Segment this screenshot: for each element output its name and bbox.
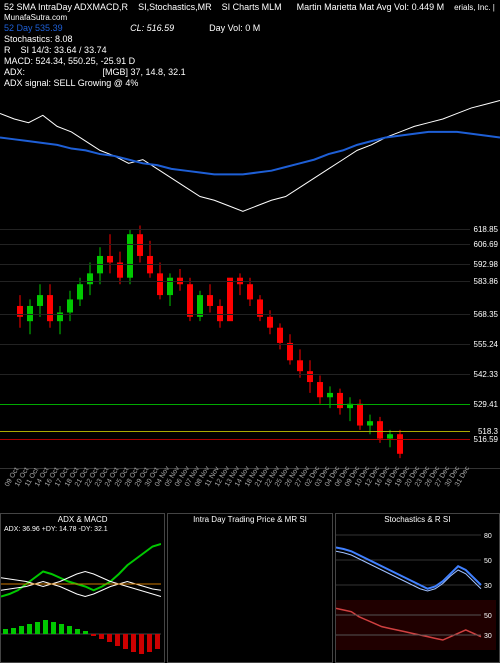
rsi-label: R bbox=[4, 45, 11, 55]
svg-text:50: 50 bbox=[484, 558, 492, 565]
svg-text:80: 80 bbox=[484, 533, 492, 540]
rsi-value: SI 14/3: 33.64 / 33.74 bbox=[21, 45, 107, 55]
adx-macd-title: ADX & MACD bbox=[1, 514, 164, 525]
adx-macd-panel: ADX & MACD ADX: 36.96 +DY: 14.78 -DY: 32… bbox=[0, 513, 165, 663]
intraday-title: Intra Day Trading Price & MR SI bbox=[168, 514, 331, 525]
stock-name: Martin Marietta Mat bbox=[297, 2, 375, 12]
sma-value: 535.39 bbox=[35, 23, 63, 33]
day-vol-label: Day Vol: bbox=[209, 23, 243, 33]
indicator-list-1: 52 SMA IntraDay ADXMACD,R bbox=[4, 2, 128, 12]
candlestick-chart: 618.85606.69592.98583.86568.35555.24542.… bbox=[0, 219, 500, 469]
close-value: 516.59 bbox=[147, 23, 175, 33]
stoch-value: 8.08 bbox=[55, 34, 73, 44]
stoch-label: Stochastics: bbox=[4, 34, 53, 44]
stochastics-panel: Stochastics & R SI 80 50 30 50 30 bbox=[335, 513, 500, 663]
stoch-panel-title: Stochastics & R SI bbox=[336, 514, 499, 525]
adx-signal-value: SELL Growing @ 4% bbox=[54, 78, 139, 88]
sma-label: 52 Day bbox=[4, 23, 33, 33]
macd-value: 524.34, 550.25, -25.91 D bbox=[36, 56, 136, 66]
avg-vol-label: Avg Vol: bbox=[376, 2, 409, 12]
intraday-panel: Intra Day Trading Price & MR SI bbox=[167, 513, 332, 663]
indicator-panels: ADX & MACD ADX: 36.96 +DY: 14.78 -DY: 32… bbox=[0, 513, 500, 663]
avg-vol-value: 0.449 M bbox=[412, 2, 445, 12]
day-vol-value: 0 M bbox=[245, 23, 260, 33]
chart-header: 52 SMA IntraDay ADXMACD,R SI,Stochastics… bbox=[0, 0, 500, 91]
chart-type: SI Charts MLM bbox=[222, 2, 282, 12]
svg-text:30: 30 bbox=[484, 633, 492, 640]
close-label: CL: bbox=[130, 23, 144, 33]
adx-value: [MGB] 37, 14.8, 32.1 bbox=[103, 67, 186, 77]
adx-signal-label: ADX signal: bbox=[4, 78, 51, 88]
sma-price-chart bbox=[0, 95, 500, 215]
indicator-list-2: SI,Stochastics,MR bbox=[138, 2, 212, 12]
macd-label: MACD: bbox=[4, 56, 33, 66]
adx-dy-text: ADX: 36.96 +DY: 14.78 -DY: 32.1 bbox=[1, 525, 164, 534]
svg-text:50: 50 bbox=[484, 613, 492, 620]
svg-text:30: 30 bbox=[484, 583, 492, 590]
adx-label: ADX: bbox=[4, 67, 25, 77]
date-axis: 09 Oct10 Oct11 Oct14 Oct16 Oct17 Oct18 O… bbox=[0, 469, 500, 509]
